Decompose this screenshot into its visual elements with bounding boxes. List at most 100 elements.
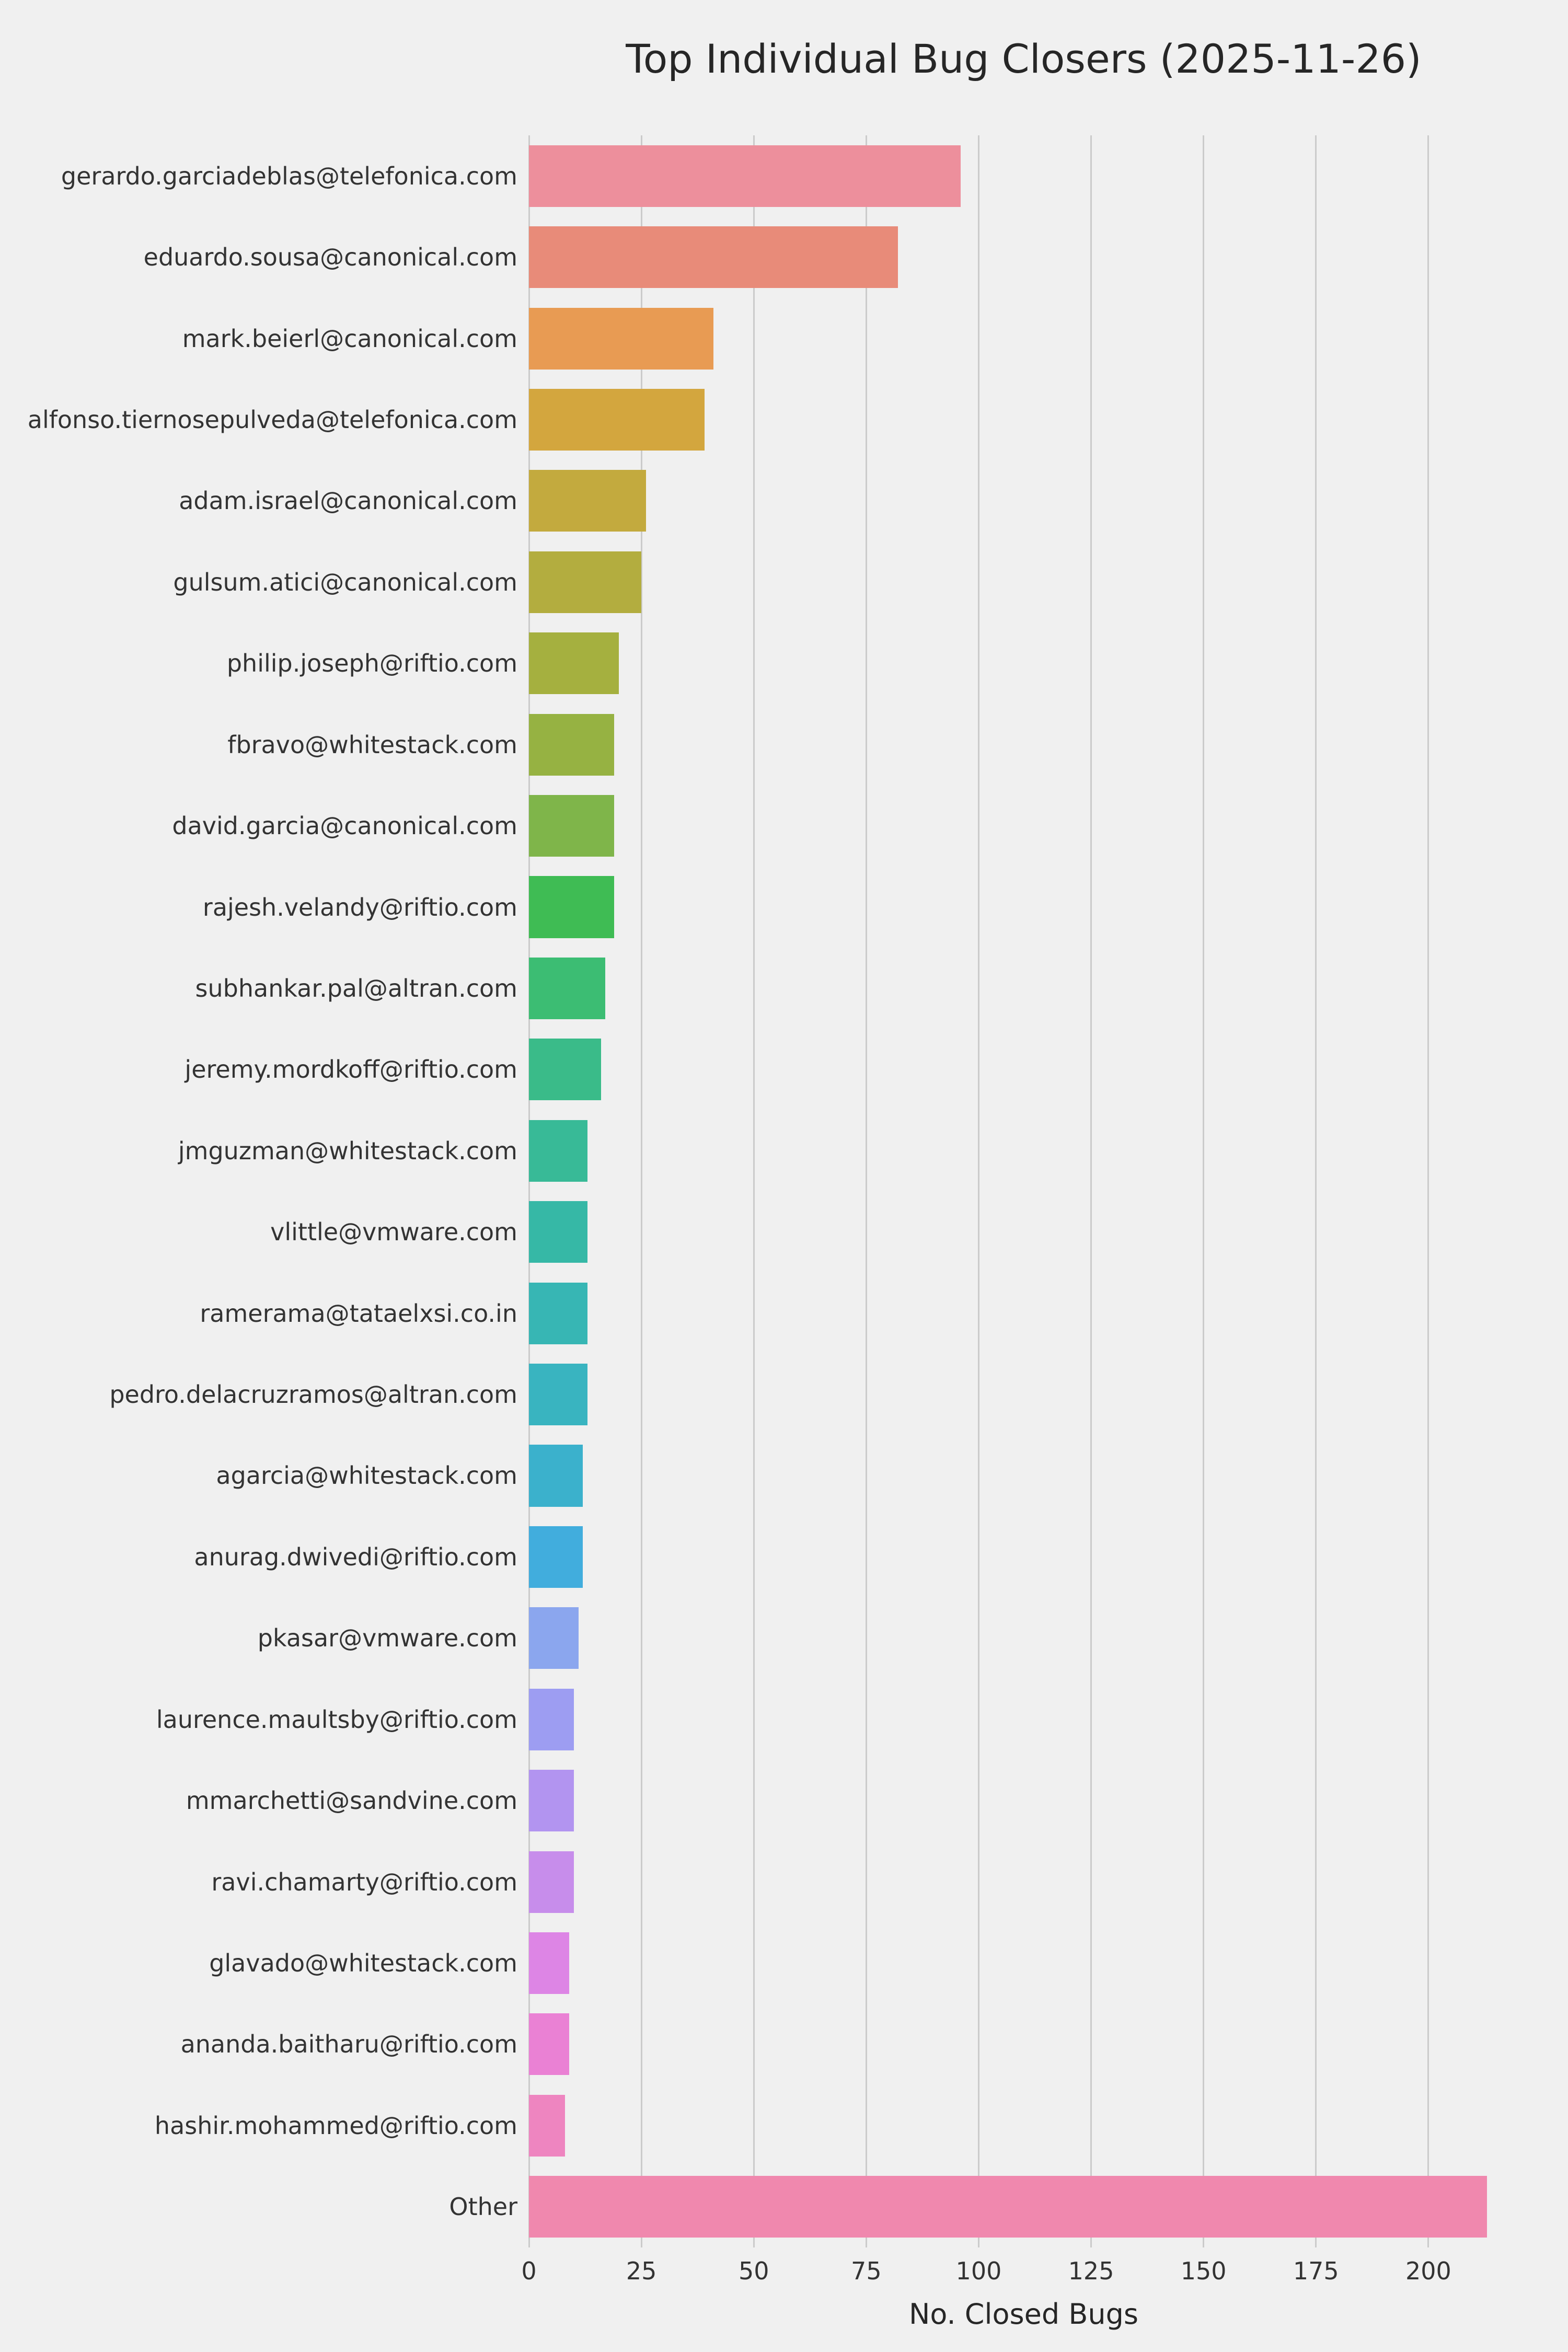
bar-row: hashir.mohammed@riftio.com	[155, 2085, 1518, 2166]
bar	[529, 1363, 587, 1426]
x-tick-label: 0	[521, 2257, 537, 2285]
x-tick-label: 50	[738, 2257, 769, 2285]
bar	[529, 2176, 1487, 2238]
x-tick-label: 100	[955, 2257, 1002, 2285]
category-label: rajesh.velandy@riftio.com	[202, 893, 517, 921]
category-label: vlittle@vmware.com	[270, 1218, 517, 1247]
bar	[529, 2094, 565, 2157]
bar-row: adam.israel@canonical.com	[179, 460, 1518, 541]
category-label: pedro.delacruzramos@altran.com	[109, 1380, 517, 1409]
bar-row: anurag.dwivedi@riftio.com	[194, 1516, 1518, 1597]
bar	[529, 713, 615, 776]
bar-row: vlittle@vmware.com	[270, 1191, 1518, 1272]
bar	[529, 2013, 570, 2076]
x-tick-label: 150	[1180, 2257, 1227, 2285]
category-label: agarcia@whitestack.com	[216, 1461, 517, 1490]
gridline	[1427, 135, 1429, 2247]
gridline	[977, 135, 979, 2247]
gridline	[528, 135, 530, 2247]
bar	[529, 307, 713, 370]
bar-row: fbravo@whitestack.com	[227, 704, 1518, 785]
bar	[529, 226, 898, 289]
category-label: mark.beierl@canonical.com	[182, 324, 517, 353]
bar-row: pkasar@vmware.com	[258, 1598, 1518, 1679]
bar	[529, 876, 615, 938]
category-label: Other	[449, 2193, 517, 2221]
bar-row: rajesh.velandy@riftio.com	[203, 867, 1518, 948]
category-label: anurag.dwivedi@riftio.com	[194, 1542, 517, 1571]
bar-row: david.garcia@canonical.com	[172, 785, 1518, 866]
bar	[529, 1039, 601, 1101]
category-label: pkasar@vmware.com	[257, 1624, 517, 1653]
bar	[529, 1851, 574, 1913]
bar-row: gulsum.atici@canonical.com	[173, 541, 1518, 622]
bar-row: jeremy.mordkoff@riftio.com	[185, 1029, 1518, 1110]
bar	[529, 1526, 583, 1588]
category-label: eduardo.sousa@canonical.com	[143, 243, 517, 272]
bar-row: pedro.delacruzramos@altran.com	[109, 1354, 1518, 1435]
bar	[529, 145, 961, 207]
chart-title: Top Individual Bug Closers (2025-11-26)	[626, 36, 1422, 82]
category-label: fbravo@whitestack.com	[227, 730, 517, 759]
bar	[529, 1932, 570, 1994]
bar	[529, 1770, 574, 1832]
category-label: david.garcia@canonical.com	[172, 812, 517, 840]
bar-row: ananda.baitharu@riftio.com	[181, 2004, 1518, 2085]
gridline	[753, 135, 755, 2247]
bar-row: mmarchetti@sandvine.com	[186, 1760, 1518, 1841]
x-axis-label: No. Closed Bugs	[908, 2298, 1139, 2331]
bar-row: jmguzman@whitestack.com	[178, 1110, 1518, 1191]
bar	[529, 1201, 587, 1263]
bar-row: alfonso.tiernosepulveda@telefonica.com	[28, 379, 1518, 460]
gridline	[865, 135, 867, 2247]
x-tick-label: 75	[851, 2257, 882, 2285]
x-tick-label: 175	[1293, 2257, 1339, 2285]
x-axis-ticks: 0 25 50 75 100 125 150 175 200	[521, 2257, 1518, 2288]
bar	[529, 957, 606, 1019]
gridline	[640, 135, 642, 2247]
category-label: ananda.baitharu@riftio.com	[180, 2030, 517, 2059]
bar-row: mark.beierl@canonical.com	[182, 298, 1518, 379]
gridlines-layer	[528, 135, 1518, 2247]
x-tick-label: 125	[1068, 2257, 1114, 2285]
bar	[529, 1607, 579, 1669]
bar-row: ramerama@tataelxsi.co.in	[200, 1273, 1518, 1354]
bar	[529, 1282, 587, 1344]
category-label: jeremy.mordkoff@riftio.com	[185, 1055, 517, 1084]
gridline	[1203, 135, 1205, 2247]
bar	[529, 470, 646, 532]
bar	[529, 632, 619, 695]
category-label: mmarchetti@sandvine.com	[186, 1786, 517, 1815]
bar	[529, 795, 615, 857]
x-tick-label: 25	[626, 2257, 657, 2285]
category-label: gerardo.garciadeblas@telefonica.com	[61, 162, 517, 190]
bar	[529, 388, 705, 451]
bar	[529, 551, 642, 613]
gridline	[1315, 135, 1317, 2247]
bar-row: philip.joseph@riftio.com	[227, 623, 1518, 704]
category-label: subhankar.pal@altran.com	[195, 974, 517, 1002]
plot-area: gerardo.garciadeblas@telefonica.com eduar…	[28, 135, 1518, 2247]
bar-row: eduardo.sousa@canonical.com	[144, 216, 1518, 297]
category-label: glavado@whitestack.com	[209, 1949, 517, 1977]
category-label: gulsum.atici@canonical.com	[173, 568, 517, 596]
category-label: ravi.chamarty@riftio.com	[211, 1867, 517, 1896]
bar-row: glavado@whitestack.com	[209, 1922, 1518, 2003]
category-label: ramerama@tataelxsi.co.in	[200, 1299, 517, 1328]
category-label: philip.joseph@riftio.com	[226, 649, 517, 678]
bar-row: Other	[449, 2166, 1518, 2247]
bar	[529, 1688, 574, 1750]
bar-row: subhankar.pal@altran.com	[195, 948, 1518, 1029]
category-label: laurence.maultsby@riftio.com	[156, 1705, 517, 1734]
bar	[529, 1120, 587, 1182]
gridline	[1090, 135, 1092, 2247]
bar-row: laurence.maultsby@riftio.com	[156, 1679, 1518, 1760]
category-label: jmguzman@whitestack.com	[178, 1136, 517, 1165]
bar	[529, 1445, 583, 1507]
bar-row: gerardo.garciadeblas@telefonica.com	[61, 135, 1518, 216]
category-label: hashir.mohammed@riftio.com	[154, 2111, 517, 2140]
category-label: alfonso.tiernosepulveda@telefonica.com	[27, 405, 517, 434]
bar-row: agarcia@whitestack.com	[216, 1435, 1518, 1516]
x-tick-label: 200	[1405, 2257, 1451, 2285]
